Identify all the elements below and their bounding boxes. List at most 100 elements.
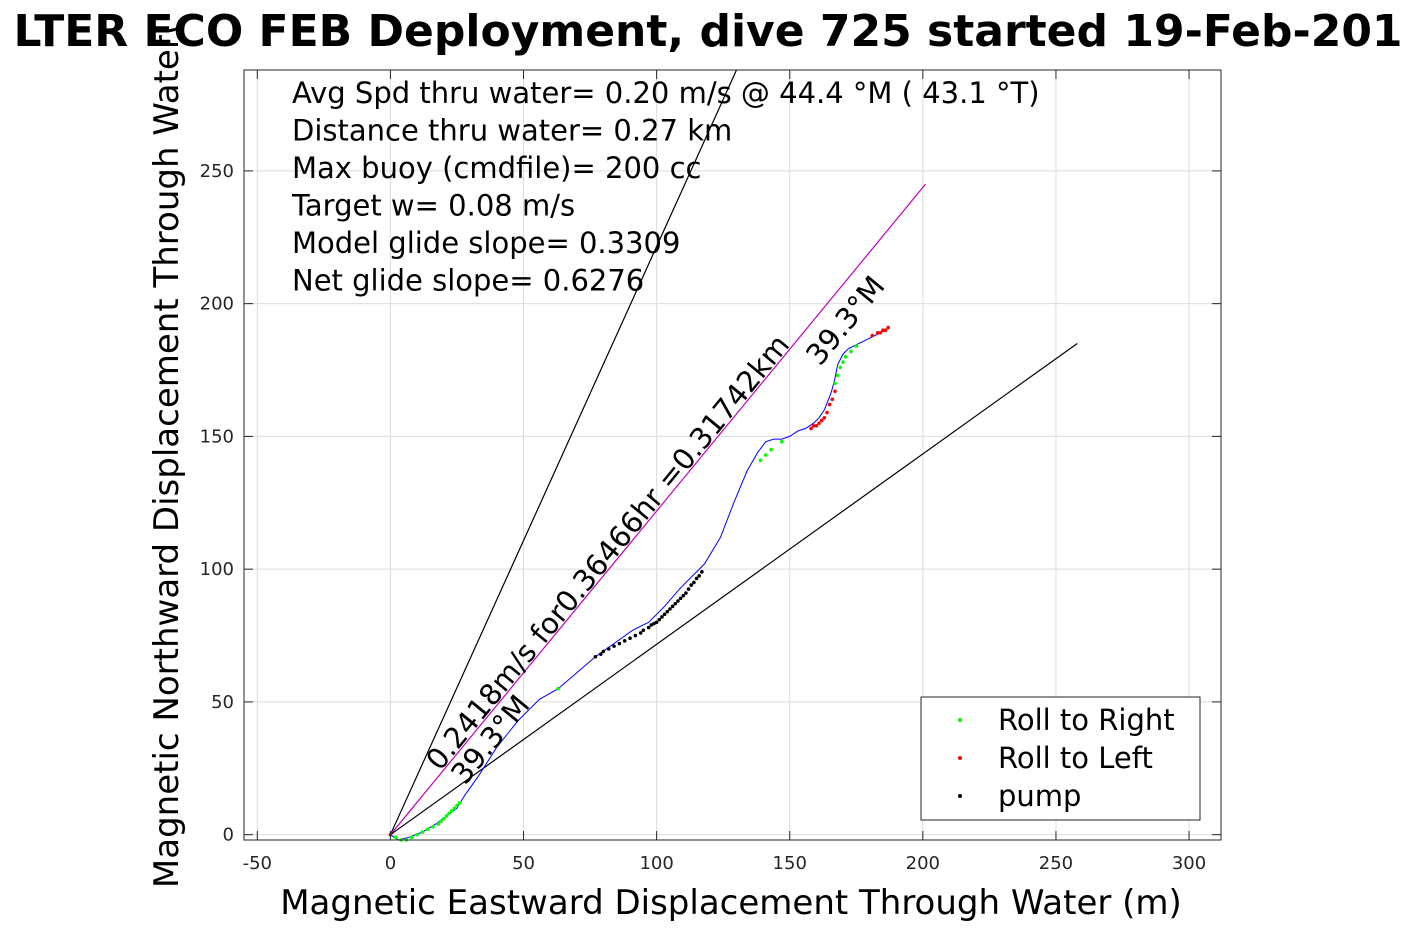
y-tick-label: 50 [211,692,234,713]
roll-to-right-marker [843,354,848,359]
legend-label: Roll to Right [998,703,1175,737]
pump-marker [654,620,659,625]
pump-marker [660,615,664,619]
roll-to-right-marker [444,814,449,818]
pump-marker [670,604,675,609]
pump-marker [612,644,616,648]
annotation-line: Target w= 0.08 m/s [291,189,575,223]
roll-to-right-marker [452,806,457,810]
roll-to-right-marker [420,830,425,834]
roll-to-left-marker [819,418,824,423]
pump-marker [641,628,646,633]
roll-to-right-marker [431,824,435,829]
stats-annotations: Avg Spd thru water= 0.20 m/s @ 44.4 °M (… [291,76,1040,298]
pump-marker [681,593,686,598]
legend: Roll to Right Roll to Left pump [920,696,1201,821]
roll-to-left-marker [809,426,813,431]
roll-to-right-marker [449,808,454,813]
roll-to-left-marker [817,421,821,425]
annotation-line: Distance thru water= 0.27 km [292,114,732,148]
roll-to-right-marker [393,835,398,840]
roll-to-right-marker [455,803,459,808]
roll-to-left-marker [886,325,891,330]
roll-to-right-marker [447,811,451,816]
pump-marker [673,601,678,606]
roll-to-right-marker [841,360,845,364]
pump-marker [601,649,606,654]
pump-marker [617,641,622,646]
roll-to-right-marker [436,822,441,826]
x-tick-label: 0 [385,853,396,874]
pump-marker [684,591,688,595]
x-tick-label: 250 [1039,853,1073,874]
x-tick-label: 200 [906,853,940,874]
pump-marker [665,609,670,614]
y-tick-label: 0 [223,825,234,846]
roll-to-right-marker [838,365,843,370]
pump-marker [676,599,680,603]
pump-marker [593,654,598,659]
legend-marker [958,718,962,722]
roll-to-left-marker [875,331,880,335]
chart-title: LTER ECO FEB Deployment, dive 725 starte… [13,6,1402,57]
roll-to-right-marker [758,458,763,463]
pump-marker [697,574,702,578]
y-tick-label: 200 [200,294,234,315]
roll-to-right-marker [835,373,840,378]
plot-frame [243,69,1222,841]
roll-to-right-marker [409,835,414,840]
pump-marker [598,652,603,656]
legend-label: pump [998,779,1081,813]
reference-line-left-bound [389,69,738,835]
annotation-line: Max buoy (cmdfile)= 200 cc [292,151,701,185]
pump-marker [628,636,632,641]
pump-marker [633,633,638,638]
y-tick-label: 150 [200,426,234,447]
pump-marker [700,570,704,574]
roll-to-right-marker [439,819,443,824]
pump-marker [662,612,667,617]
roll-to-left-marker [881,328,885,333]
x-tick-label: 100 [639,853,673,874]
pump-marker [689,583,694,587]
pump-marker [694,576,699,581]
legend-box [920,696,1201,821]
roll-to-left-marker [811,423,816,428]
roll-to-right-marker [556,686,560,691]
roll-to-left-marker [827,402,832,407]
y-tick-label: 250 [200,161,234,182]
reference-line-right-bound [390,342,1078,836]
roll-to-right-marker [457,801,462,805]
roll-to-left-marker [825,410,829,415]
roll-to-right-marker [849,349,853,354]
x-tick-label: 150 [773,853,807,874]
pump-marker [668,607,672,611]
reference-line-heading-line [389,183,926,836]
roll-to-right-marker [415,832,419,837]
roll-to-left-marker [822,416,827,420]
pump-marker [622,639,627,643]
roll-to-right-marker [779,439,784,444]
roll-to-right-marker [833,381,837,386]
y-tick-label: 100 [200,559,234,580]
roll-to-left-marker [833,389,837,394]
roll-to-left-marker [878,331,883,335]
x-tick-label: -50 [243,853,272,874]
legend-marker [958,756,962,760]
pump-marker [686,587,691,591]
annotation-line: Avg Spd thru water= 0.20 m/s @ 44.4 °M (… [292,76,1040,110]
y-axis-label: Magnetic Northward Displacement Through … [147,22,187,888]
legend-marker [958,794,962,798]
roll-to-right-marker [763,453,768,457]
roll-to-left-marker [870,333,875,338]
legend-label: Roll to Left [998,741,1153,775]
x-tick-label: 300 [1172,853,1206,874]
pump-marker [606,647,611,651]
roll-to-right-marker [769,447,773,452]
roll-to-left-marker [830,397,835,402]
annotation-line: Model glide slope= 0.3309 [292,226,680,260]
x-tick-label: 50 [512,853,535,874]
x-axis-label: Magnetic Eastward Displacement Through W… [280,883,1182,923]
annotation-line: Net glide slope= 0.6276 [292,264,644,298]
